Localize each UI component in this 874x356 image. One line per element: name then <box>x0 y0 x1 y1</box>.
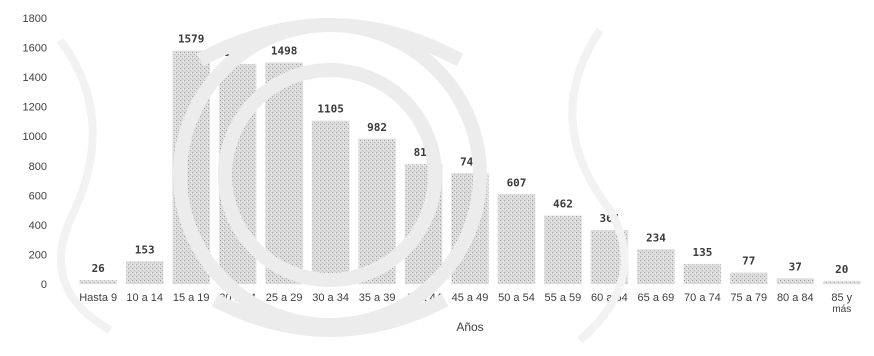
x-tick-label: 85 y más <box>831 292 852 315</box>
data-label: 135 <box>692 246 712 259</box>
y-tick-label: 1000 <box>23 131 47 143</box>
data-label: 1579 <box>178 33 205 46</box>
data-label: 153 <box>135 243 155 256</box>
bar <box>776 278 815 285</box>
y-tick-label: 1600 <box>23 43 47 55</box>
data-label: 1498 <box>271 45 298 58</box>
x-tick-label: 25 a 29 <box>266 292 303 304</box>
x-tick-label: 70 a 74 <box>684 292 721 304</box>
data-label: 1105 <box>317 103 344 116</box>
bar <box>683 263 722 285</box>
y-tick-label: 400 <box>29 220 47 232</box>
x-tick-label: 50 a 54 <box>498 292 535 304</box>
y-tick-label: 600 <box>29 190 47 202</box>
y-axis: 0 200 400 600 800 1000 1200 1400 1600 1800 <box>23 13 47 291</box>
y-tick-label: 0 <box>41 279 47 291</box>
bar <box>79 279 118 285</box>
bar <box>637 249 675 285</box>
x-axis: Hasta 9 10 a 14 15 a 19 20 a 24 25 a 29 30 a … <box>79 292 852 315</box>
bar <box>822 280 861 285</box>
x-tick-label: Hasta 9 <box>79 292 117 304</box>
x-tick-label: 75 a 79 <box>730 292 767 304</box>
x-tick-label: 15 a 19 <box>173 292 210 304</box>
data-label: 26 <box>92 262 106 275</box>
y-tick-label: 1200 <box>23 102 47 114</box>
bar <box>544 215 582 285</box>
bar <box>497 194 536 285</box>
x-tick-label: 55 a 59 <box>545 292 582 304</box>
y-tick-label: 1400 <box>23 72 47 84</box>
x-tick-label: 80 a 84 <box>777 292 814 304</box>
x-axis-title: Años <box>456 320 483 334</box>
y-tick-label: 1800 <box>23 13 47 25</box>
data-label: 234 <box>646 231 666 244</box>
x-tick-label: 30 a 34 <box>312 292 349 304</box>
data-label: 462 <box>553 198 573 211</box>
bar <box>125 261 164 285</box>
data-label: 607 <box>507 176 527 189</box>
x-tick-label: 10 a 14 <box>126 292 163 304</box>
data-label: 77 <box>742 255 755 268</box>
bar <box>729 272 768 285</box>
data-label: 37 <box>789 261 802 274</box>
y-tick-label: 200 <box>29 249 47 261</box>
data-label: 982 <box>367 121 387 134</box>
bar <box>265 62 303 285</box>
x-tick-label: 35 a 39 <box>359 292 396 304</box>
x-tick-label: 65 a 69 <box>638 292 675 304</box>
data-label: 20 <box>835 263 848 276</box>
x-tick-label: 45 a 49 <box>452 292 489 304</box>
y-tick-label: 800 <box>29 161 47 173</box>
bar <box>311 120 350 285</box>
